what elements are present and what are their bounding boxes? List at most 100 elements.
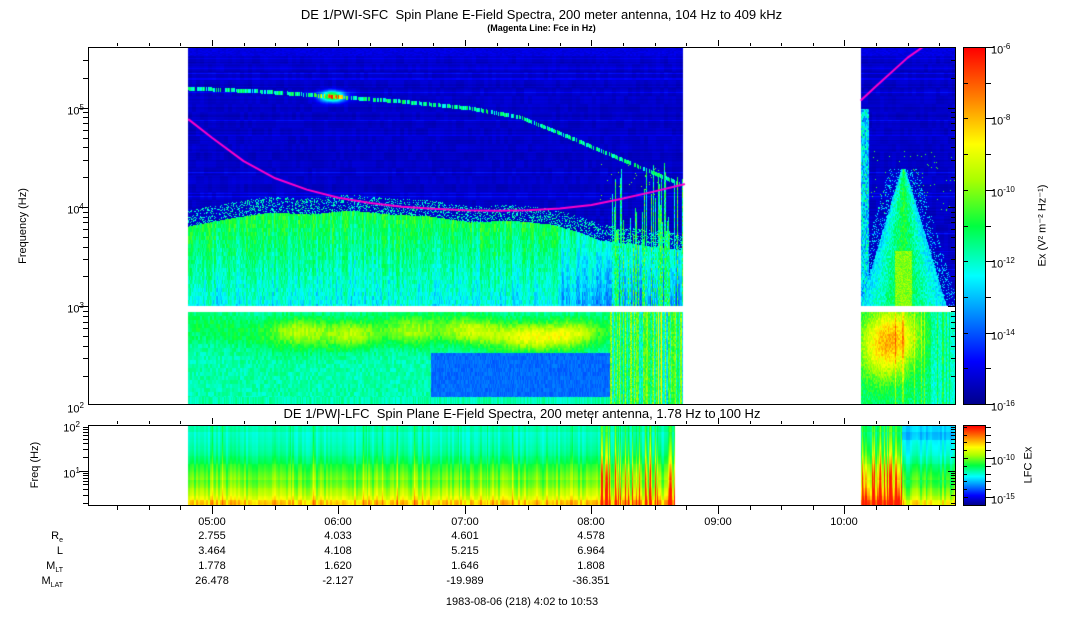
tick [964,261,968,262]
tick [338,40,339,46]
tick [951,322,955,323]
tick [370,421,371,424]
tick [951,247,955,248]
tick [951,60,955,61]
tick [951,478,955,479]
tick [986,118,994,119]
lfc-y-tick-label: 101 [63,466,80,481]
tick [986,481,991,482]
tick [149,506,150,510]
tick [83,429,88,430]
ephemeris-value: 4.601 [451,530,479,542]
tick [686,43,687,46]
tick [117,421,118,424]
tick [986,261,994,262]
lfc-colorbar-tick-label: 10-10 [991,453,1015,468]
tick [528,506,529,510]
tick [83,212,88,213]
tick [83,484,88,485]
sfc-colorbar [963,47,986,405]
tick [79,207,88,208]
tick [986,497,994,498]
tick [718,506,719,514]
lfc-colorbar [963,425,986,506]
tick [370,43,371,46]
tick [465,418,466,424]
tick [948,108,955,109]
tick [623,506,624,510]
tick [986,297,991,298]
tick [623,43,624,46]
tick [951,217,955,218]
tick [433,43,434,46]
tick [591,418,592,424]
tick [951,484,955,485]
tick [338,418,339,424]
time-label: 07:00 [451,516,479,528]
tick [83,481,88,482]
lfc-colorbar-label: LFC Ex [1020,425,1036,505]
lfc-colorbar-tick-label: 10-15 [991,492,1015,507]
tick [718,40,719,46]
tick [951,435,955,436]
tick [951,160,955,161]
tick [951,259,955,260]
tick [951,473,955,474]
tick [370,506,371,510]
tick [560,421,561,424]
tick [813,421,814,424]
sfc-colorbar-tick-label: 10-10 [991,185,1015,200]
tick [951,336,955,337]
tick [180,43,181,46]
lfc-title: DE 1/PWI-LFC Spin Plane E-Field Spectra,… [283,406,761,421]
tick [117,506,118,510]
sfc-colorbar-tick-label: 10-12 [991,256,1015,271]
tick [951,177,955,178]
tick [813,43,814,46]
tick [83,147,88,148]
ephemeris-value: -19.989 [446,575,484,587]
tick [964,404,968,405]
tick [964,368,968,369]
tick [908,506,909,510]
lfc-spectrogram-panel [88,425,956,506]
ephemeris-value: 1.778 [198,560,226,572]
tick [964,333,968,334]
tick [149,43,150,46]
tick [83,217,88,218]
tick [750,421,751,424]
tick [964,481,967,482]
ephemeris-value: 26.478 [195,575,229,587]
tick [275,43,276,46]
sfc-colorbar-tick-label: 10-14 [991,328,1015,343]
tick [951,449,955,450]
tick [951,475,955,476]
tick [402,43,403,46]
sfc-colorbar-tick-label: 10-16 [991,399,1015,414]
tick [528,43,529,46]
tick [948,471,955,472]
tick [212,506,213,514]
tick [83,247,88,248]
tick [83,78,88,79]
tick [986,474,991,475]
tick [180,506,181,510]
tick [307,421,308,424]
tick [83,376,88,377]
tick [338,506,339,514]
tick [275,506,276,510]
tick [986,442,991,443]
sfc-subtitle: (Magenta Line: Fce in Hz) [487,23,596,33]
tick [497,421,498,424]
tick [83,138,88,139]
tick [964,154,968,155]
tick [433,421,434,424]
tick [964,442,967,443]
tick [951,316,955,317]
tick [83,478,88,479]
sfc-y-tick-label: 104 [67,202,84,217]
tick [465,40,466,46]
tick [83,259,88,260]
lfc-spectrogram-canvas [89,426,955,505]
ephemeris-row-label: L [56,545,63,557]
